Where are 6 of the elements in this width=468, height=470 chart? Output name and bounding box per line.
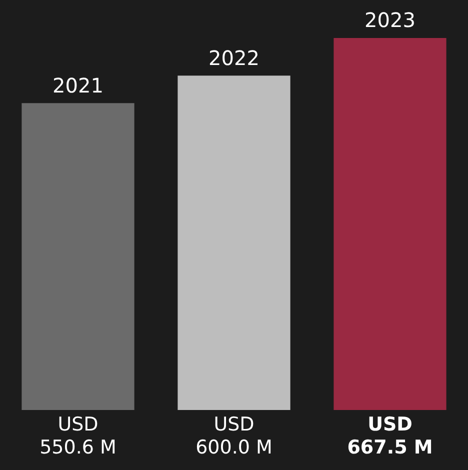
x-tick-label: 2021: [52, 73, 104, 98]
x-tick-label: 2022: [208, 46, 260, 70]
data-label: USD 600.0 M: [196, 413, 272, 458]
data-label: USD 667.5 M: [347, 413, 433, 458]
x-tick-label: 2023: [364, 8, 416, 32]
data-label: USD 550.6 M: [40, 413, 116, 458]
